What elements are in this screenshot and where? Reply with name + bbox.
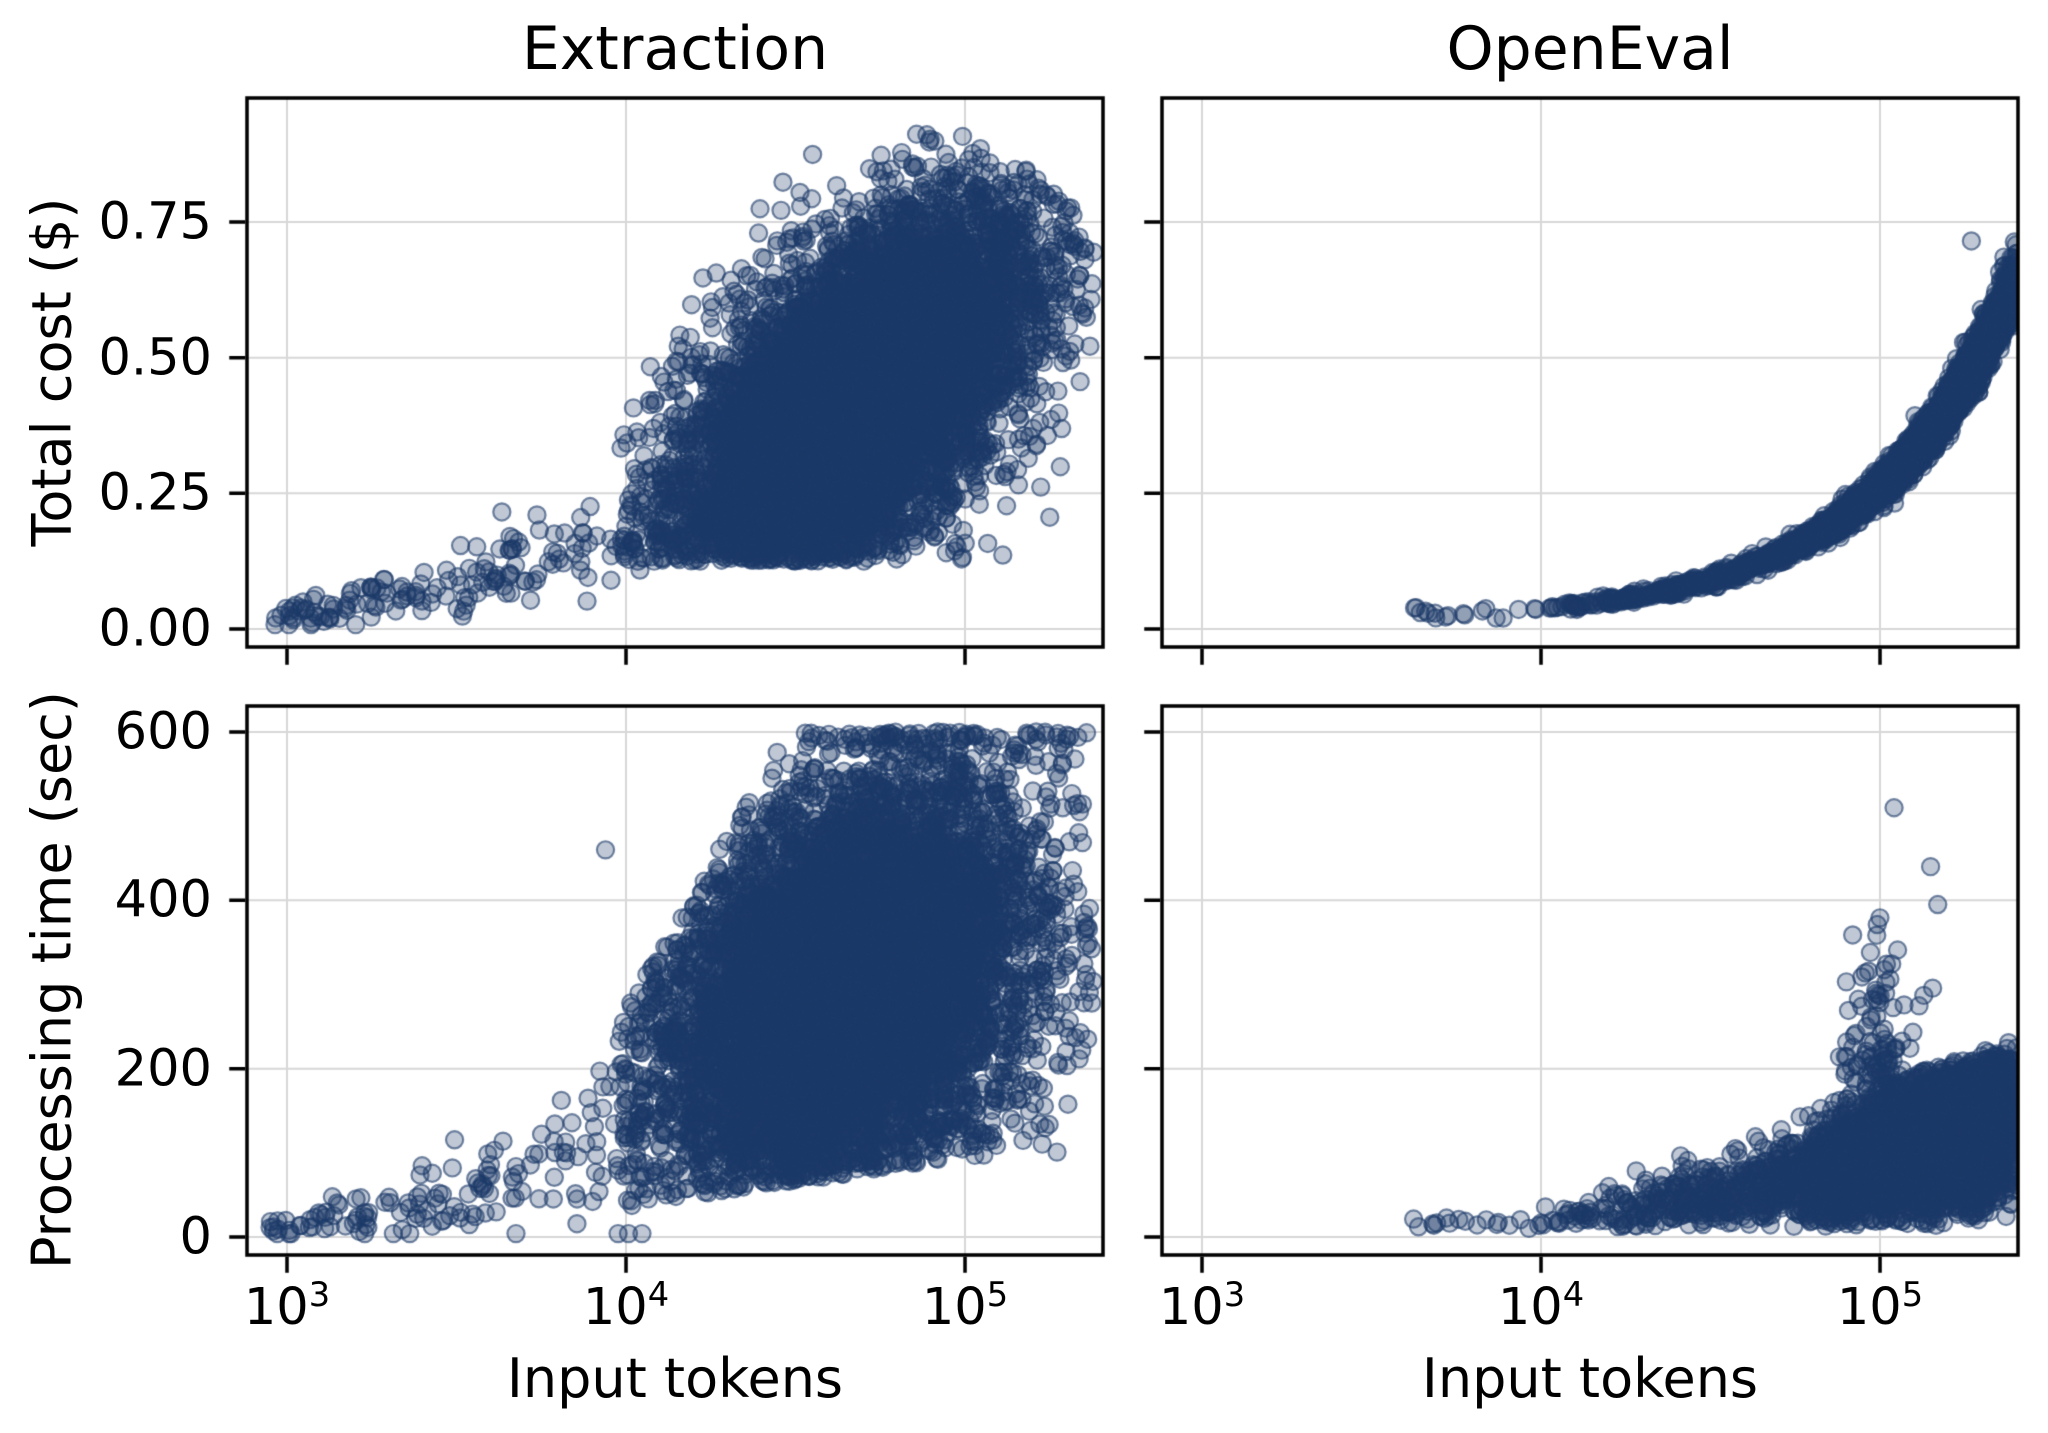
x-tick-label: 103 — [243, 1275, 331, 1337]
x-tick-label: 104 — [582, 1275, 670, 1337]
column-title-extraction: Extraction — [521, 14, 829, 84]
y-axis-label-total-cost: Total cost ($) — [20, 197, 84, 547]
y-tick-label: 0.25 — [98, 463, 212, 523]
x-tick-label: 105 — [921, 1275, 1009, 1337]
x-axis-label-input-tokens-right: Input tokens — [1421, 1347, 1759, 1410]
y-tick-label: 600 — [114, 702, 212, 762]
y-tick-label: 0.50 — [98, 328, 212, 388]
y-tick-label: 200 — [114, 1039, 212, 1099]
x-tick-label: 105 — [1836, 1275, 1924, 1337]
y-tick-label: 0 — [179, 1207, 212, 1267]
column-title-openeval: OpenEval — [1446, 14, 1734, 84]
y-tick-label: 0.75 — [98, 192, 212, 252]
y-tick-label: 0.00 — [98, 599, 212, 659]
x-tick-label: 103 — [1158, 1275, 1246, 1337]
x-tick-label: 104 — [1497, 1275, 1585, 1337]
y-tick-label: 400 — [114, 870, 212, 930]
x-axis-label-input-tokens-left: Input tokens — [506, 1347, 844, 1410]
y-axis-label-processing-time: Processing time (sec) — [20, 691, 84, 1269]
